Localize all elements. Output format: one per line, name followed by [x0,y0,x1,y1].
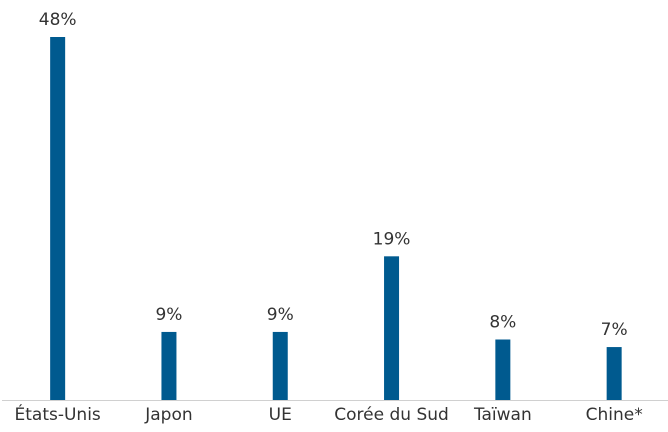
value-label: 7% [601,320,628,340]
bar [495,339,511,400]
bar [50,37,66,400]
bar [384,256,400,400]
x-tick-label: Taïwan [473,405,532,425]
x-tick-label: États-Unis [15,403,101,425]
value-label: 8% [489,313,516,333]
x-tick-label: Corée du Sud [334,405,449,425]
x-tick-label: UE [269,405,292,425]
x-tick-label: Japon [144,405,192,425]
value-label: 19% [373,229,411,249]
value-label: 48% [39,10,77,30]
value-label: 9% [267,305,294,325]
x-tick-label: Chine* [586,405,643,425]
value-label: 9% [155,305,182,325]
bar [161,331,177,400]
bar [606,347,622,400]
bar [272,331,288,400]
